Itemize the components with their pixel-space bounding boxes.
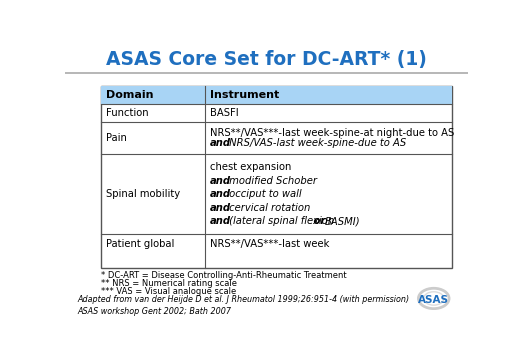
Text: NRS**/VAS***-last week-spine-at night-due to AS: NRS**/VAS***-last week-spine-at night-du… xyxy=(210,128,454,138)
Text: Pain: Pain xyxy=(106,133,127,143)
FancyBboxPatch shape xyxy=(101,86,452,104)
Text: Adapted from van der Heijde D et al. J Rheumatol 1999;26:951-4 (with permission): Adapted from van der Heijde D et al. J R… xyxy=(77,295,409,316)
Text: Instrument: Instrument xyxy=(210,90,279,100)
Text: BASFI: BASFI xyxy=(210,108,238,118)
Text: Patient global: Patient global xyxy=(106,238,175,248)
Text: and: and xyxy=(210,139,230,149)
Text: cervical rotation: cervical rotation xyxy=(226,203,310,213)
Text: Spinal mobility: Spinal mobility xyxy=(106,189,180,199)
Text: (lateral spinal flexion: (lateral spinal flexion xyxy=(226,216,334,226)
Text: and: and xyxy=(210,216,230,226)
Text: occiput to wall: occiput to wall xyxy=(226,189,302,199)
FancyBboxPatch shape xyxy=(101,86,452,268)
Text: chest expansion: chest expansion xyxy=(210,163,291,172)
Text: ASAS: ASAS xyxy=(418,294,449,304)
Text: ** NRS = Numerical rating scale: ** NRS = Numerical rating scale xyxy=(101,279,237,288)
Text: Function: Function xyxy=(106,108,149,118)
Text: NRS/VAS-last week-spine-due to AS: NRS/VAS-last week-spine-due to AS xyxy=(226,139,406,149)
Text: Domain: Domain xyxy=(106,90,153,100)
Text: NRS**/VAS***-last week: NRS**/VAS***-last week xyxy=(210,238,329,248)
Text: and: and xyxy=(210,176,230,186)
Text: ASAS Core Set for DC-ART* (1): ASAS Core Set for DC-ART* (1) xyxy=(106,50,427,69)
Text: *** VAS = Visual analogue scale: *** VAS = Visual analogue scale xyxy=(101,287,237,296)
Text: or: or xyxy=(310,216,329,226)
Text: * DC-ART = Disease Controlling-Anti-Rheumatic Treatment: * DC-ART = Disease Controlling-Anti-Rheu… xyxy=(101,271,347,280)
Text: and: and xyxy=(210,189,230,199)
Text: and: and xyxy=(210,203,230,213)
Text: modified Schober: modified Schober xyxy=(226,176,317,186)
Text: BASMI): BASMI) xyxy=(324,216,360,226)
